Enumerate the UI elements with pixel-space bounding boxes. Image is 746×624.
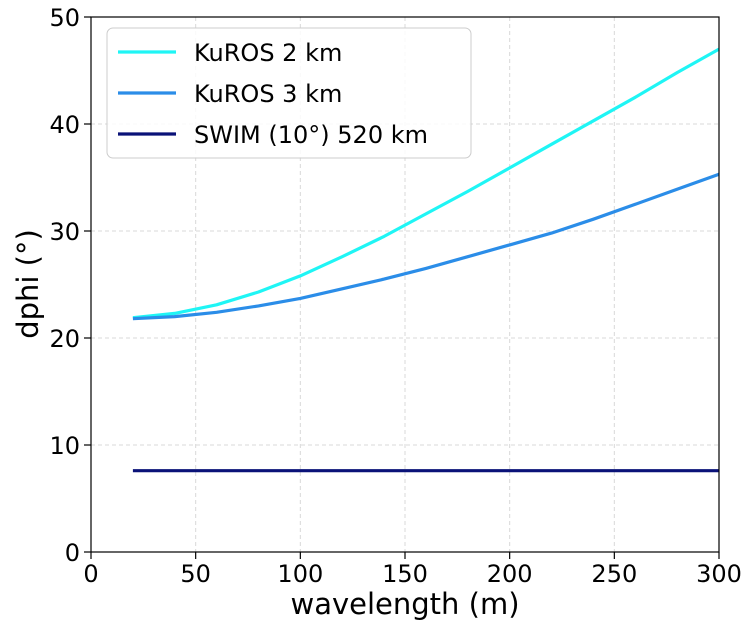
- series-line-kuros-3-km: [132, 172, 720, 321]
- series-lines: [132, 47, 720, 473]
- legend-label-kuros-2-km: KuROS 2 km: [194, 39, 342, 67]
- x-tick-label: 50: [180, 560, 211, 588]
- x-tick-label: 100: [277, 560, 323, 588]
- x-tick-label: 200: [487, 560, 533, 588]
- legend-label-kuros-3-km: KuROS 3 km: [194, 80, 342, 108]
- legend: KuROS 2 km KuROS 3 km SWIM (10°) 520 km: [106, 27, 472, 159]
- legend-box: [106, 27, 472, 159]
- y-axis-title: dphi (°): [11, 229, 45, 339]
- y-tick-label: 0: [65, 539, 80, 567]
- grid-lines: [91, 17, 719, 552]
- x-tick-label: 250: [591, 560, 637, 588]
- series-line-kuros-2-km: [132, 47, 720, 320]
- y-tick-label: 20: [49, 325, 80, 353]
- x-tick-label: 150: [382, 560, 428, 588]
- x-tick-label: 0: [83, 560, 98, 588]
- x-axis-title: wavelength (m): [290, 587, 519, 621]
- y-tick-label: 30: [49, 218, 80, 246]
- y-tick-label: 50: [49, 4, 80, 32]
- x-tick-label: 300: [696, 560, 742, 588]
- y-tick-label: 10: [49, 432, 80, 460]
- legend-label-swim-10-520-km: SWIM (10°) 520 km: [194, 121, 428, 149]
- axis-ticks: 0 50 100 150 200 250 300 0 10 20 30 40 50: [49, 4, 741, 588]
- y-tick-label: 40: [49, 111, 80, 139]
